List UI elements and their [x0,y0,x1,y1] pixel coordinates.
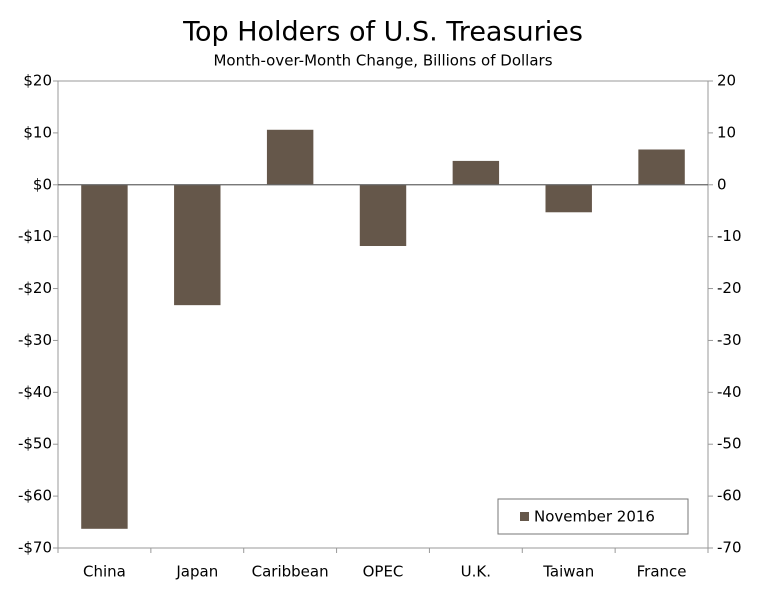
y-tick-label: $20 [23,72,52,90]
y2-tick-label: -70 [717,539,742,557]
y-tick-label: -$60 [18,487,52,505]
y-tick-label: -$70 [18,539,52,557]
y2-tick-label: -40 [717,383,742,401]
bar [266,129,314,185]
bar [174,184,221,306]
x-tick-label: OPEC [363,563,404,581]
y2-tick-label: -20 [717,279,742,297]
bar [452,160,500,185]
y-tick-label: $10 [23,123,52,141]
y-tick-label: -$10 [18,227,52,245]
y2-tick-label: -10 [717,227,742,245]
legend-label: November 2016 [534,508,655,526]
x-tick-label: China [83,563,126,581]
chart-title: Top Holders of U.S. Treasuries [182,17,583,48]
y-tick-label: -$50 [18,435,52,453]
y-tick-label: -$30 [18,331,52,349]
x-tick-label: Taiwan [542,563,594,581]
chart-subtitle: Month-over-Month Change, Billions of Dol… [213,52,552,70]
y-tick-label: -$20 [18,279,52,297]
bar [638,149,685,185]
y-tick-label: -$40 [18,383,52,401]
plot-frame [57,80,709,549]
bar [81,184,128,529]
y2-tick-label: -30 [717,331,742,349]
bar [359,184,407,247]
x-tick-label: Caribbean [252,563,329,581]
x-tick-label: Japan [175,563,218,581]
y2-tick-label: 0 [717,175,727,193]
y-tick-label: $0 [33,175,52,193]
legend-swatch [520,512,529,521]
x-tick-label: France [637,563,687,581]
x-tick-label: U.K. [461,563,491,581]
y2-tick-label: 10 [717,123,736,141]
bar [545,184,592,213]
y2-tick-label: 20 [717,72,736,90]
y2-tick-label: -50 [717,435,742,453]
legend-box [497,498,689,535]
y2-tick-label: -60 [717,487,742,505]
